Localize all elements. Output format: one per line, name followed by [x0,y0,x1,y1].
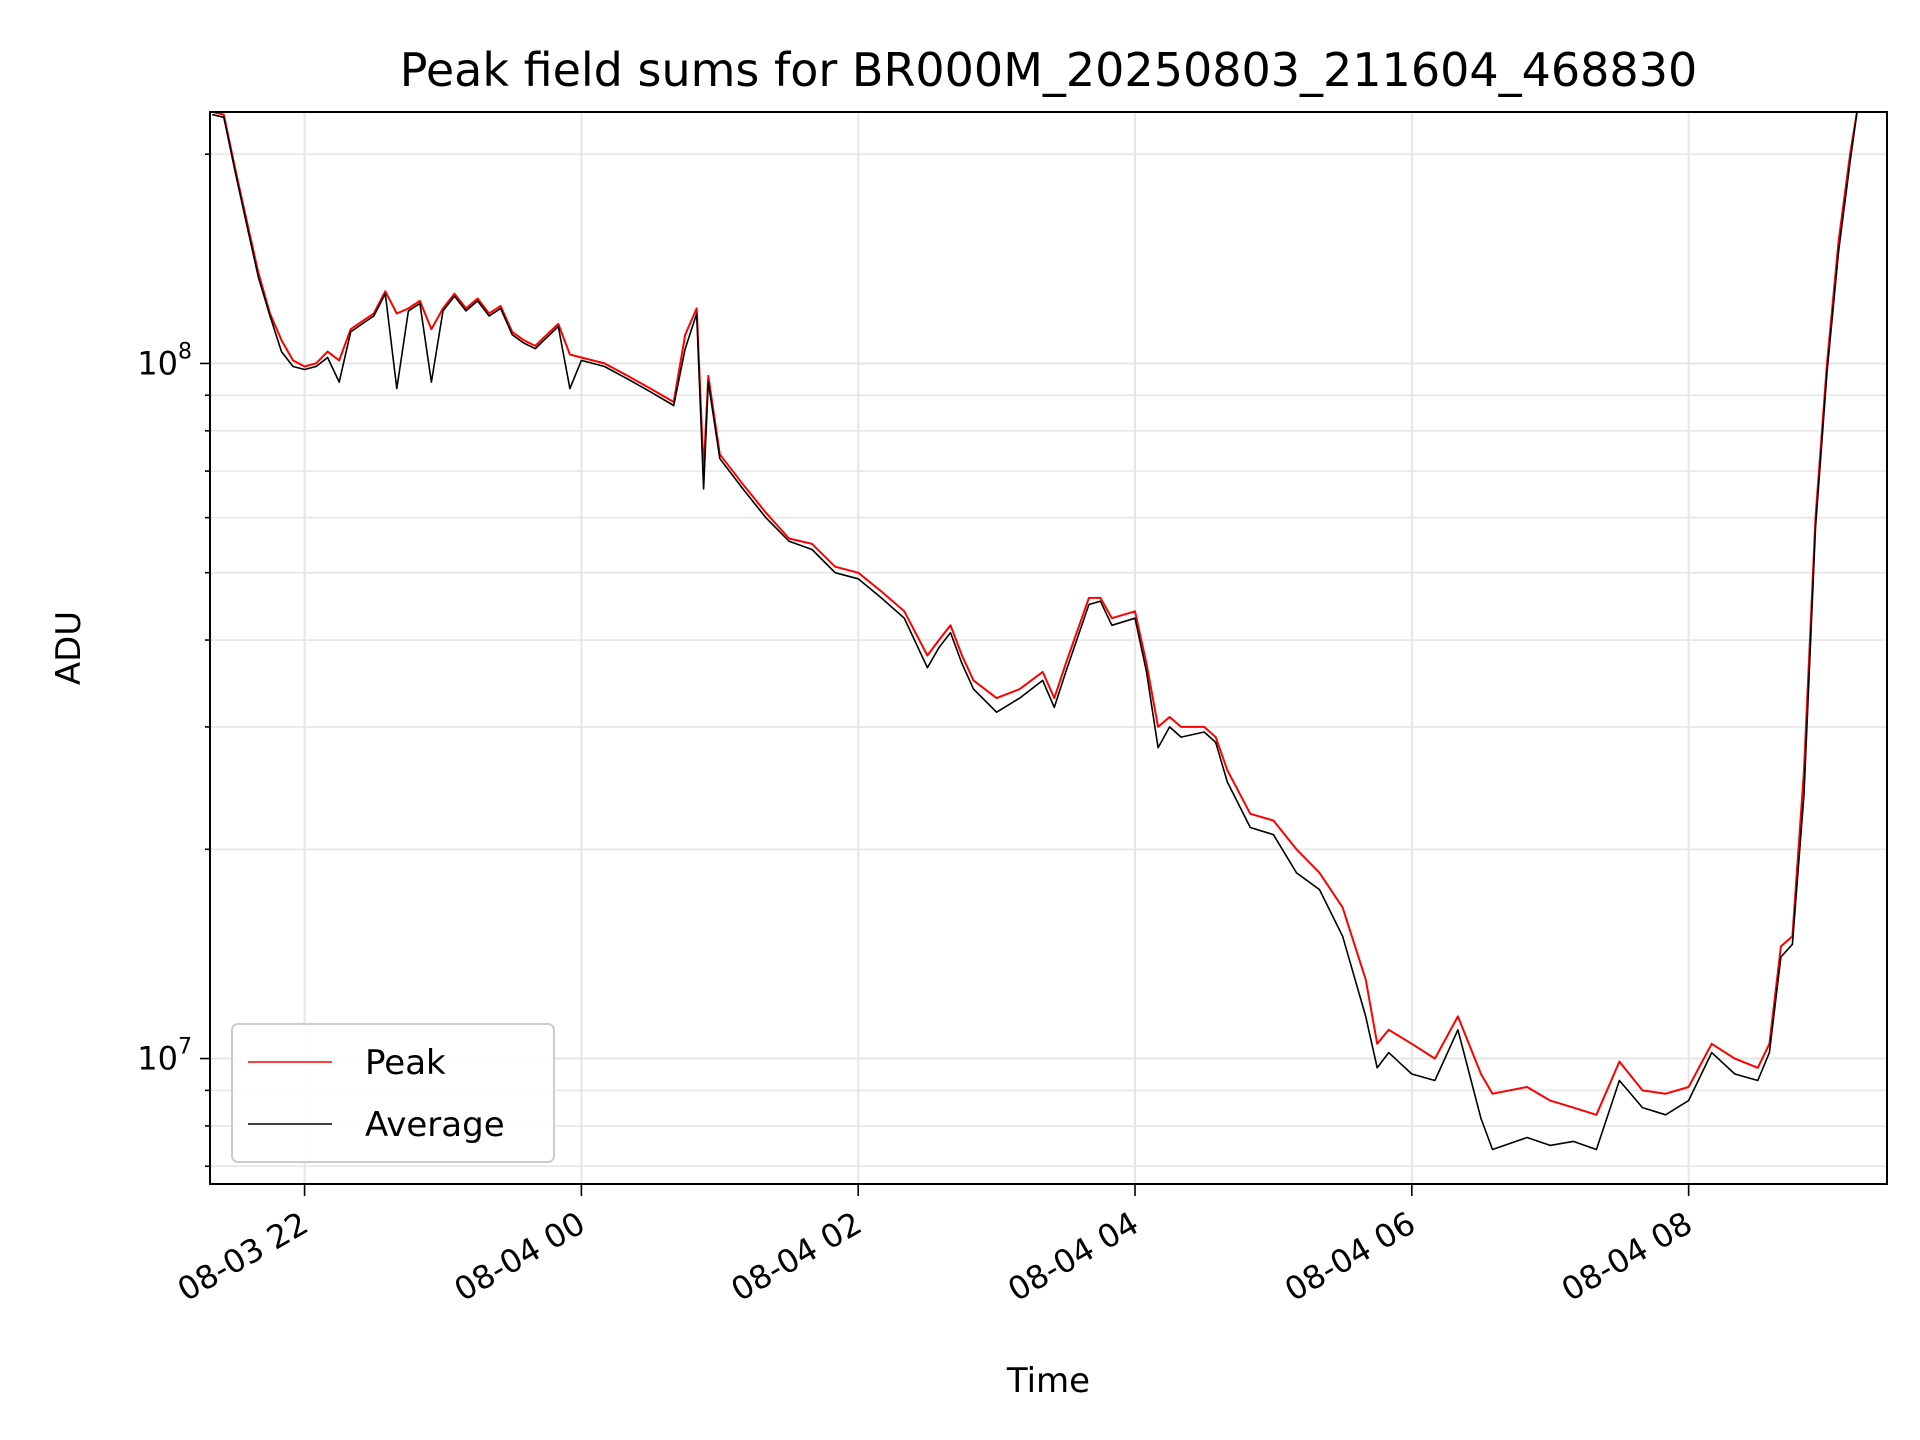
y-tick-label: 108 [137,339,192,382]
legend-peak-label: Peak [365,1043,446,1083]
legend: Peak Average [231,1023,555,1163]
plot-frame [209,111,1888,1185]
legend-average-label: Average [365,1105,505,1145]
x-axis-label: Time [1006,1361,1090,1401]
series-line-peak [212,112,1858,1116]
chart-title: Peak field sums for BR000M_20250803_2116… [400,43,1697,97]
y-tick-label: 107 [137,1035,192,1078]
y-axis-label: ADU [49,611,89,685]
series-line-average [212,112,1858,1151]
legend-box [231,1023,555,1163]
series-layer [212,112,1858,1151]
